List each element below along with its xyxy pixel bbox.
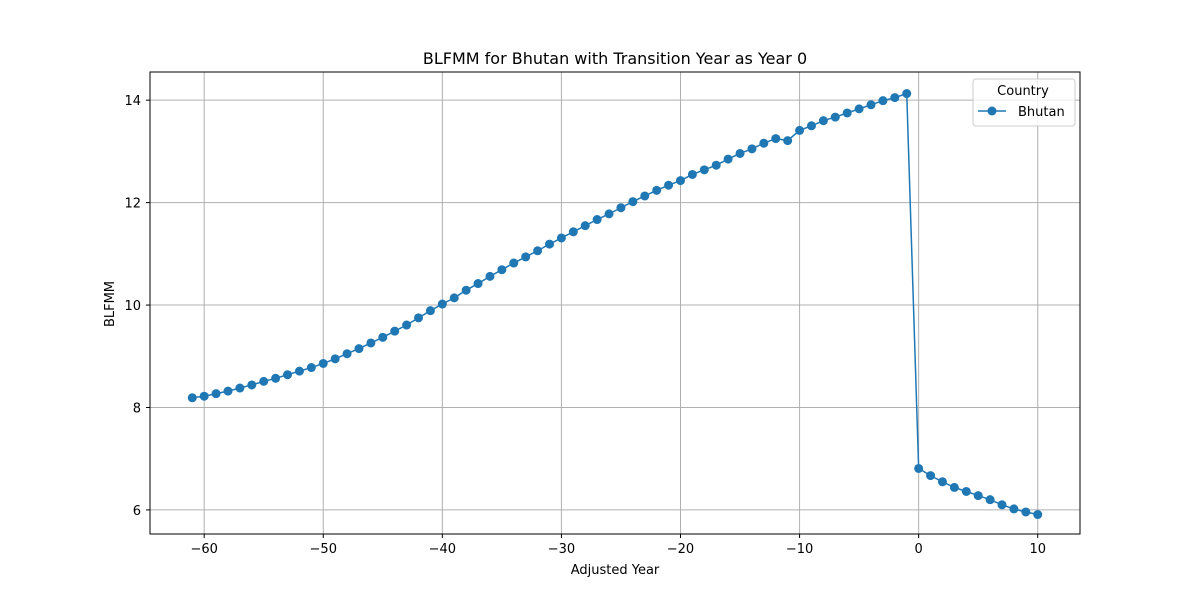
data-point (187, 393, 197, 403)
data-point (687, 169, 697, 179)
y-axis-label: BLFMM (103, 281, 118, 327)
x-tick-label: −40 (429, 542, 456, 557)
y-tick-label: 14 (124, 94, 141, 109)
data-point (628, 197, 638, 207)
data-point (545, 239, 555, 249)
data-point (854, 104, 864, 114)
x-tick-label: −50 (310, 542, 337, 557)
data-point (830, 112, 840, 122)
data-point (259, 376, 269, 386)
data-point (1021, 507, 1031, 517)
data-point (485, 271, 495, 281)
data-point (973, 491, 983, 501)
data-point (926, 471, 936, 481)
data-point (223, 386, 233, 396)
legend-title: Country (997, 84, 1049, 99)
data-point (497, 265, 507, 275)
x-tick-label: −10 (786, 542, 813, 557)
data-point (580, 221, 590, 231)
data-point (306, 363, 316, 373)
data-point (699, 165, 709, 175)
data-point (533, 246, 543, 256)
data-point (509, 258, 519, 268)
data-point (652, 185, 662, 195)
data-point (271, 373, 281, 383)
data-point (568, 227, 578, 237)
data-point (211, 389, 221, 399)
series-layer (187, 89, 1043, 520)
data-point (294, 366, 304, 376)
data-point (878, 96, 888, 106)
x-tick-label: 10 (1029, 542, 1046, 557)
data-point (997, 500, 1007, 510)
data-point (759, 138, 769, 148)
data-point (711, 160, 721, 170)
data-point (604, 209, 614, 219)
data-point (961, 486, 971, 496)
data-point (818, 116, 828, 126)
data-point (437, 299, 447, 309)
data-point (937, 477, 947, 487)
data-point (914, 463, 924, 473)
chart-title: BLFMM for Bhutan with Transition Year as… (423, 49, 807, 68)
data-point (425, 306, 435, 316)
data-point (247, 380, 257, 390)
data-point (473, 279, 483, 289)
data-point (354, 344, 364, 354)
legend: Country Bhutan (972, 78, 1076, 127)
data-point (414, 313, 424, 323)
x-tick-label: −20 (667, 542, 694, 557)
data-point (592, 215, 602, 225)
data-point (842, 108, 852, 118)
data-point (366, 338, 376, 348)
data-point (902, 89, 912, 99)
y-tick-label: 6 (133, 504, 141, 519)
data-point (985, 495, 995, 505)
data-point (342, 349, 352, 359)
legend-marker-swatch (987, 106, 997, 116)
y-tick-label: 12 (124, 197, 141, 212)
data-point (771, 134, 781, 144)
x-tick-label: −60 (190, 542, 217, 557)
data-point (795, 125, 805, 135)
y-tick-label: 10 (124, 299, 141, 314)
x-tick-label: 0 (915, 542, 923, 557)
data-point (640, 191, 650, 201)
data-point (390, 326, 400, 336)
y-tick-label: 8 (133, 401, 141, 416)
data-point (949, 482, 959, 492)
data-point (723, 154, 733, 164)
data-point (783, 136, 793, 146)
data-point (1033, 510, 1043, 520)
data-point (747, 144, 757, 154)
data-point (521, 252, 531, 262)
data-point (735, 148, 745, 158)
data-point (235, 383, 245, 393)
data-point (806, 121, 816, 131)
plot-area-frame (149, 71, 1081, 535)
data-point (1009, 504, 1019, 514)
x-tick-label: −30 (548, 542, 575, 557)
data-point (664, 180, 674, 190)
data-point (330, 354, 340, 364)
axis-ticks: −60 −50 −40 −30 −20 −10 0 10 6 8 10 12 14 (124, 94, 1046, 557)
legend-entry-bhutan: Bhutan (1018, 105, 1065, 120)
x-axis-label: Adjusted Year (571, 563, 660, 578)
data-point (402, 320, 412, 330)
data-point (556, 233, 566, 243)
data-point (378, 332, 388, 342)
data-point (866, 100, 876, 110)
data-point (283, 370, 293, 380)
legend-box (972, 78, 1076, 127)
data-point (318, 358, 328, 368)
data-point (199, 391, 209, 401)
data-point (616, 203, 626, 213)
data-point (890, 93, 900, 103)
data-point (449, 293, 459, 303)
data-point (461, 285, 471, 295)
data-point (675, 176, 685, 186)
